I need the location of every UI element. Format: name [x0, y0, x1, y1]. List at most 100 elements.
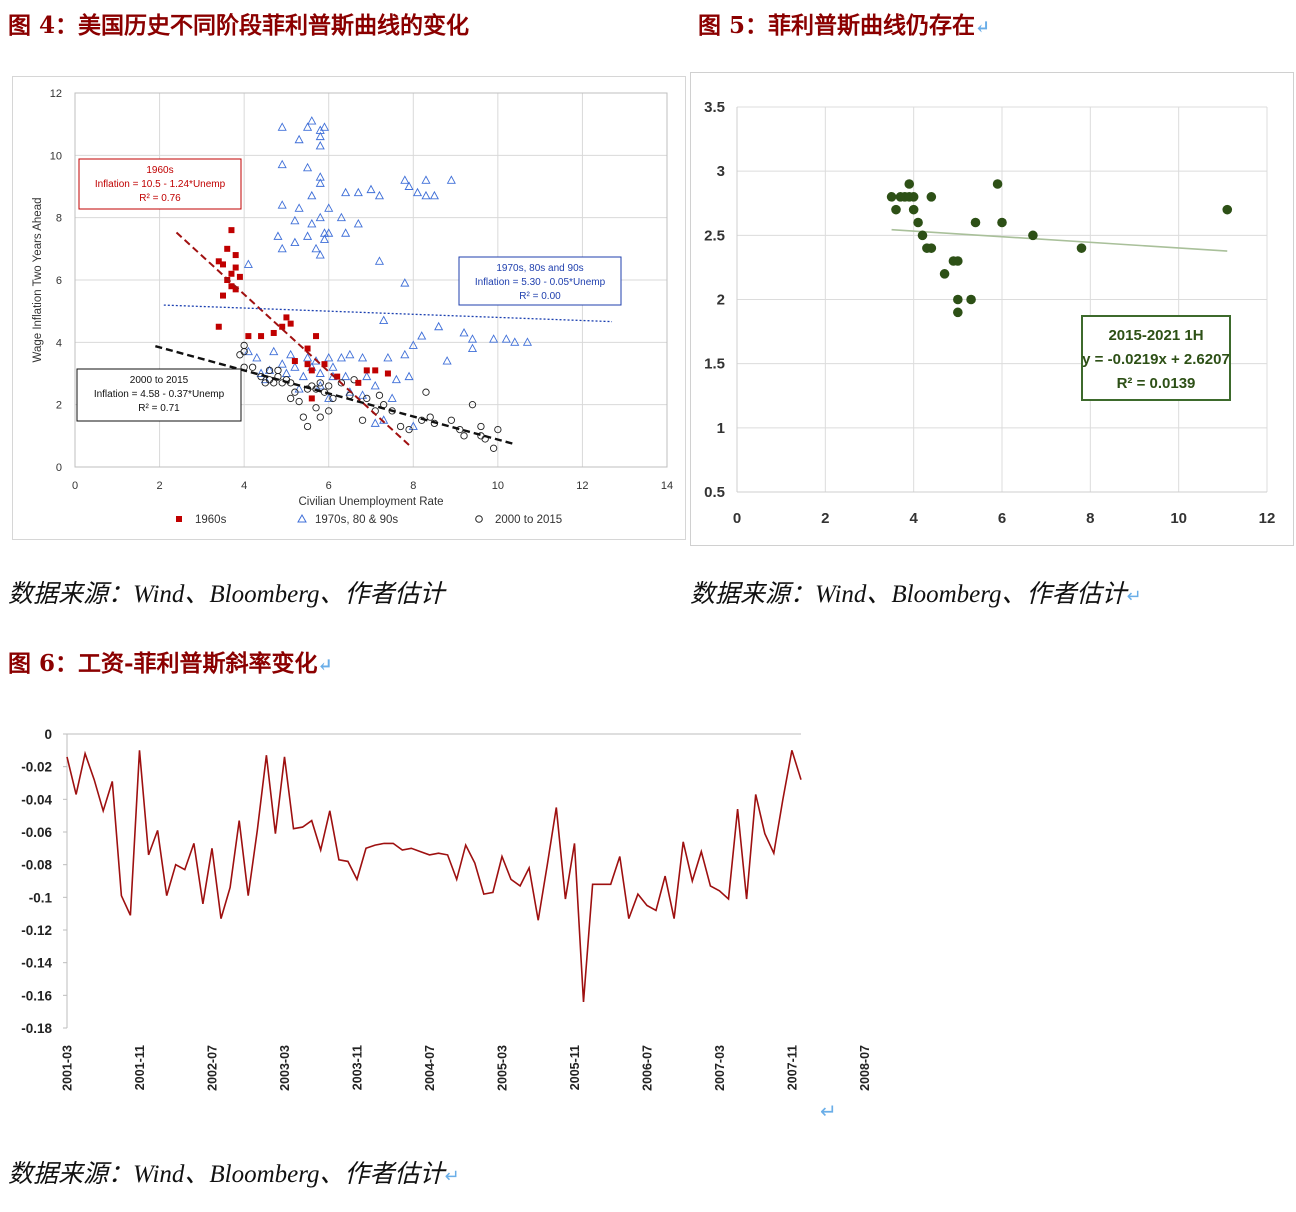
square-point-1960s	[287, 320, 294, 327]
circle-point-2000-2015	[291, 388, 299, 396]
triangle-point-1970s-90s	[510, 337, 520, 346]
square-point-1960s	[224, 245, 231, 252]
x-tick-label: 4	[241, 480, 247, 492]
x-tick-label: 0	[733, 510, 741, 527]
triangle-point-1970s-90s	[467, 334, 478, 343]
square-point-1960s	[304, 361, 311, 368]
y-tick-label: -0.14	[21, 956, 52, 971]
circle-point-2000-2015	[358, 416, 367, 424]
regression-annotation-text: 2015-2021 1H	[1108, 327, 1203, 344]
circle-point-2000-2015	[396, 422, 405, 431]
triangle-point-1970s-90s	[408, 340, 418, 349]
triangle-point-1970s-90s	[324, 203, 334, 212]
legend-label-1970s-90s: 1970s, 80 & 90s	[315, 514, 398, 526]
triangle-point-1970s-90s	[467, 343, 478, 353]
x-tick-label: 14	[661, 480, 673, 492]
x-tick-label: 2001-03	[61, 1045, 75, 1091]
square-point-1960s	[232, 286, 239, 293]
y-tick-label: 6	[56, 275, 62, 287]
regression-annotation-box	[1081, 315, 1231, 401]
triangle-point-1970s-90s	[303, 122, 313, 131]
triangle-point-1970s-90s	[277, 122, 287, 131]
y-tick-label: 2.5	[704, 227, 725, 244]
triangle-point-1970s-90s	[400, 349, 410, 359]
circle-point-2000-2015	[426, 413, 434, 421]
figure-6-source-text: 数据来源：Wind、Bloomberg、作者估计	[8, 1161, 445, 1188]
scatter-point	[917, 230, 928, 241]
square-point-1960s	[245, 333, 252, 340]
triangle-point-1970s-90s	[319, 234, 330, 243]
y-tick-label: 3	[717, 163, 725, 180]
square-point-1960s	[228, 227, 235, 234]
triangle-point-1970s-90s	[374, 190, 385, 200]
square-point-1960s	[228, 270, 235, 277]
figure-6-title: 图 6：工资-菲利普斯斜率变化↵	[8, 644, 333, 678]
triangle-point-1970s-90s	[366, 184, 376, 194]
figure-4-title: 图 4：美国历史不同阶段菲利普斯曲线的变化	[8, 6, 469, 40]
figure-4-scatter: 0 2 4 6 8 10 12 14 0 2 4 6 8 10 12 Civilian Unemploymen…	[32, 88, 673, 526]
square-point-1960s	[372, 367, 379, 374]
annotation-1960s-text: R² = 0.76	[139, 193, 181, 204]
return-mark: ↵	[317, 655, 333, 676]
figure-4-source-text: 数据来源：Wind、Bloomberg、作者估计	[8, 581, 445, 608]
triangle-point-1970s-90s	[315, 131, 325, 141]
circle-point-2000-2015	[236, 351, 244, 359]
triangle-point-1970s-90s	[269, 346, 279, 356]
x-tick-label: 2003-03	[278, 1045, 292, 1091]
square-point-1960s	[270, 329, 277, 336]
x-tick-label: 2007-11	[785, 1045, 799, 1090]
y-tick-label: 2	[717, 292, 725, 309]
triangle-point-1970s-90s	[273, 231, 283, 240]
triangle-point-1970s-90s	[408, 421, 418, 430]
triangle-point-1970s-90s	[315, 141, 325, 150]
x-tick-label: 8	[1086, 510, 1094, 527]
scatter-point	[953, 307, 963, 318]
square-point-1960s	[308, 367, 315, 374]
circle-point-2000-2015	[337, 379, 346, 387]
return-mark: ↵	[1126, 586, 1142, 606]
circle-point-2000-2015	[447, 416, 455, 424]
triangle-point-1970s-90s	[341, 187, 351, 197]
regression-annotation-text: R² = 0.0139	[1117, 375, 1196, 392]
triangle-point-1970s-90s	[421, 175, 431, 184]
triangle-point-1970s-90s	[400, 175, 410, 184]
figure-4-source: 数据来源：Wind、Bloomberg、作者估计	[8, 574, 445, 610]
scatter-point	[1076, 243, 1087, 253]
annotation-1960s-text: Inflation = 10.5 - 1.24*Unemp	[95, 179, 226, 190]
legend-marker-2000-2015	[475, 515, 483, 523]
figure-5-scatter: 0 2 4 6 8 10 12 0.5 1 1.5 2 2.5 3 3.5 2015-2021 1H y = …	[704, 99, 1275, 527]
scatter-point	[908, 204, 919, 215]
circle-point-2000-2015	[299, 413, 307, 421]
scatter-point	[1222, 204, 1233, 215]
x-tick-label: 2	[821, 510, 829, 527]
triangle-point-1970s-90s	[243, 346, 253, 356]
scatter-point	[992, 179, 1003, 189]
trendline-1970s-90s	[163, 304, 613, 323]
triangle-point-1970s-90s	[290, 362, 300, 371]
y-tick-label: 0	[56, 462, 62, 474]
figure-6-title-text: 图 6：工资-菲利普斯斜率变化	[8, 650, 318, 677]
y-tick-label: 0.5	[704, 484, 725, 501]
triangle-point-1970s-90s	[421, 190, 431, 200]
circle-point-2000-2015	[303, 422, 312, 431]
square-point-1960s	[232, 264, 239, 271]
annotation-1970s-90s-text: 1970s, 80s and 90s	[496, 263, 583, 274]
legend-marker-1960s	[176, 516, 182, 522]
y-tick-label: 2	[56, 400, 62, 412]
figure-5-source: 数据来源：Wind、Bloomberg、作者估计↵	[690, 574, 1142, 610]
figure-5-title: 图 5：菲利普斯曲线仍存在↵	[698, 6, 990, 40]
triangle-point-1970s-90s	[501, 334, 511, 343]
y-tick-label: 10	[50, 150, 62, 162]
slope-line-series	[66, 750, 802, 1002]
figure-4-title-text: 图 4：美国历史不同阶段菲利普斯曲线的变化	[8, 12, 470, 39]
figure-5-source-text: 数据来源：Wind、Bloomberg、作者估计	[690, 581, 1127, 608]
triangle-point-1970s-90s	[417, 331, 427, 340]
scatter-point	[953, 256, 963, 266]
square-point-1960s	[308, 395, 315, 402]
circle-point-2000-2015	[248, 363, 257, 371]
triangle-point-1970s-90s	[489, 334, 499, 343]
x-tick-label: 12	[576, 480, 588, 492]
triangle-point-1970s-90s	[294, 134, 304, 144]
annotation-1960s-box	[78, 158, 242, 210]
circle-point-2000-2015	[240, 348, 248, 356]
